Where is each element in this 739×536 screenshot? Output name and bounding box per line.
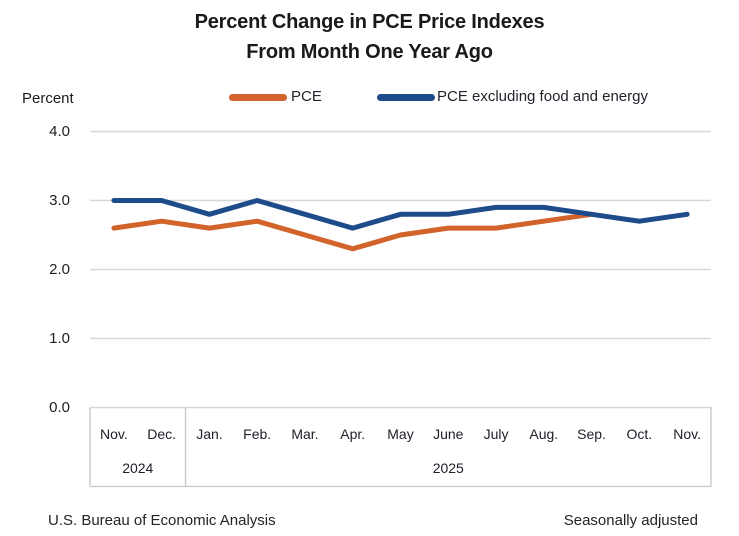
chart-title: Percent Change in PCE Price Indexes From… (0, 7, 739, 67)
x-tick-label-sep-10: Sep. (577, 426, 606, 442)
x-tick-label-july-8: July (483, 426, 509, 442)
x-tick-label-apr-5: Apr. (340, 426, 366, 442)
x-tick-label-feb-3: Feb. (243, 426, 272, 442)
x-tick-label-aug-9: Aug. (529, 426, 559, 442)
core-pce-line-swatch (377, 94, 435, 101)
line-series-pce (111, 211, 595, 252)
x-tick-label-mar-4: Mar. (291, 426, 319, 442)
y-axis-unit-label: Percent (22, 90, 74, 107)
y-tick-label-3.0: 3.0 (49, 191, 70, 209)
source-note: U.S. Bureau of Economic Analysis (48, 512, 276, 529)
x-tick-label-nov-12: Nov. (673, 426, 701, 442)
x-tick-label-nov-0: Nov. (100, 426, 128, 442)
chart-title-line2: From Month One Year Ago (246, 41, 493, 63)
x-tick-label-jan-2: Jan. (196, 426, 223, 442)
chart-title-line1: Percent Change in PCE Price Indexes (194, 11, 545, 33)
adjustment-note: Seasonally adjusted (563, 512, 698, 529)
y-tick-label-1.0: 1.0 (49, 329, 70, 347)
x-tick-label-dec-1: Dec. (147, 426, 177, 442)
x-tick-label-oct-11: Oct. (626, 426, 653, 442)
x-tick-label-may-6: May (387, 426, 414, 442)
y-tick-label-4.0: 4.0 (49, 122, 70, 140)
legend-label-pce: PCE (291, 88, 322, 105)
y-tick-label-2.0: 2.0 (49, 260, 70, 278)
pce-line-swatch (229, 94, 287, 101)
year-label-2024: 2024 (122, 460, 154, 476)
year-label-2025: 2025 (432, 460, 464, 476)
legend-label-core-pce: PCE excluding food and energy (437, 88, 648, 105)
x-tick-label-june-7: June (433, 426, 464, 442)
y-tick-label-0.0: 0.0 (49, 398, 70, 416)
line-series-pce-excluding-food-and-energy (111, 198, 690, 231)
